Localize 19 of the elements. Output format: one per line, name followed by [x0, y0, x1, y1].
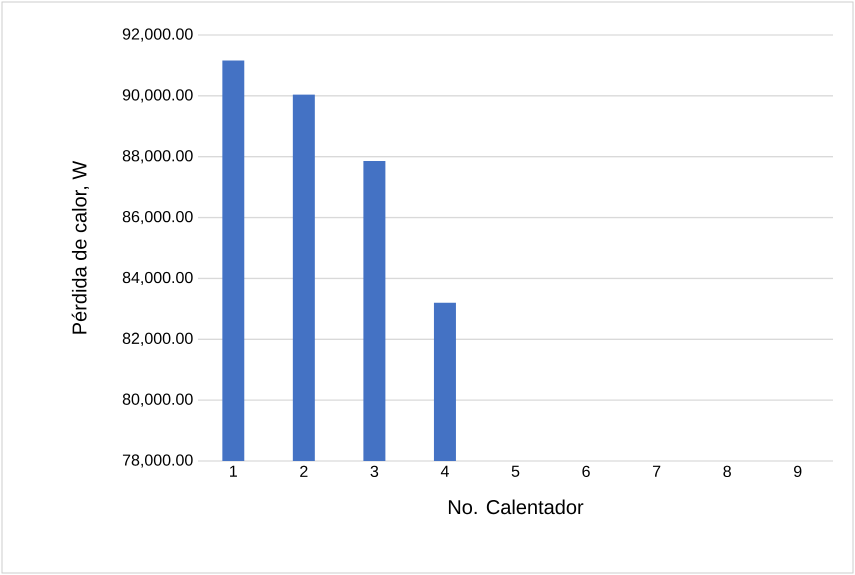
- x-tick-label: 5: [512, 466, 520, 477]
- y-axis-title: Pérdida de calor, W: [72, 160, 89, 334]
- y-tick-label: 88,000.00: [122, 150, 193, 164]
- x-tick-label: 3: [370, 466, 378, 478]
- x-axis-title: No. Calentador: [448, 500, 584, 514]
- x-tick-label: 9: [794, 466, 802, 478]
- x-tick-label: 8: [723, 466, 731, 478]
- x-tick-label: 2: [300, 466, 308, 477]
- y-tick-label: 92,000.00: [122, 28, 193, 42]
- x-tick-label: 6: [582, 466, 590, 478]
- y-tick-label: 86,000.00: [122, 210, 193, 224]
- y-tick-label: 90,000.00: [122, 89, 193, 102]
- y-tick-label: 82,000.00: [122, 332, 193, 346]
- y-tick-label: 84,000.00: [122, 272, 193, 286]
- x-tick-label: 4: [440, 466, 449, 477]
- y-tick-label: 80,000.00: [122, 394, 193, 407]
- y-tick-label: 78,000.00: [122, 454, 193, 468]
- x-tick-label: 1: [230, 466, 237, 477]
- x-tick-label: 7: [652, 466, 660, 477]
